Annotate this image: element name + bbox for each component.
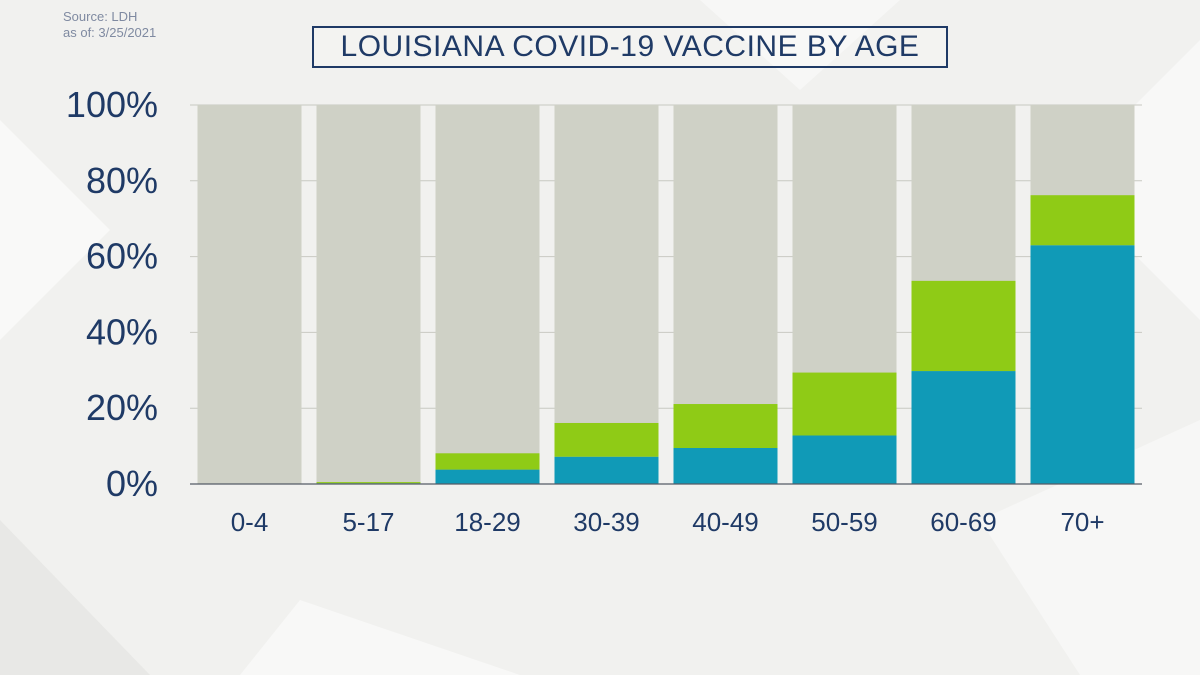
y-tick-label: 0% [106, 463, 158, 504]
bar-background [435, 105, 540, 484]
fully-vaccinated-segment [435, 469, 540, 484]
y-tick-label: 100% [66, 84, 158, 125]
source-label: Source: LDH [63, 9, 138, 24]
partially-vaccinated-segment [792, 372, 897, 436]
chart-title-box: LOUISIANA COVID-19 VACCINE BY AGE [312, 26, 948, 68]
fully-vaccinated-segment [1030, 245, 1135, 484]
fully-vaccinated-segment [792, 435, 897, 484]
partially-vaccinated-segment [435, 453, 540, 470]
bar-background [197, 105, 302, 484]
y-tick-label: 40% [86, 311, 158, 352]
x-tick-label: 50-59 [811, 507, 878, 537]
partially-vaccinated-segment [1030, 195, 1135, 246]
x-tick-label: 60-69 [930, 507, 997, 537]
source-note: Source: LDH as of: 3/25/2021 [63, 9, 156, 41]
x-tick-label: 30-39 [573, 507, 640, 537]
x-tick-label: 18-29 [454, 507, 521, 537]
x-tick-label: 40-49 [692, 507, 759, 537]
x-tick-label: 5-17 [342, 507, 394, 537]
y-tick-label: 20% [86, 387, 158, 428]
x-tick-label: 70+ [1060, 507, 1104, 537]
fully-vaccinated-segment [673, 447, 778, 484]
fully-vaccinated-segment [911, 371, 1016, 484]
fully-vaccinated-segment [554, 456, 659, 484]
bar-background [316, 105, 421, 484]
chart-title: LOUISIANA COVID-19 VACCINE BY AGE [340, 30, 920, 63]
as-of-date: as of: 3/25/2021 [63, 25, 157, 40]
bar-background [554, 105, 659, 484]
y-tick-label: 80% [86, 160, 158, 201]
partially-vaccinated-segment [316, 482, 421, 484]
x-tick-label: 0-4 [231, 507, 269, 537]
y-tick-label: 60% [86, 236, 158, 277]
partially-vaccinated-segment [554, 422, 659, 457]
partially-vaccinated-segment [673, 404, 778, 448]
partially-vaccinated-segment [911, 280, 1016, 372]
